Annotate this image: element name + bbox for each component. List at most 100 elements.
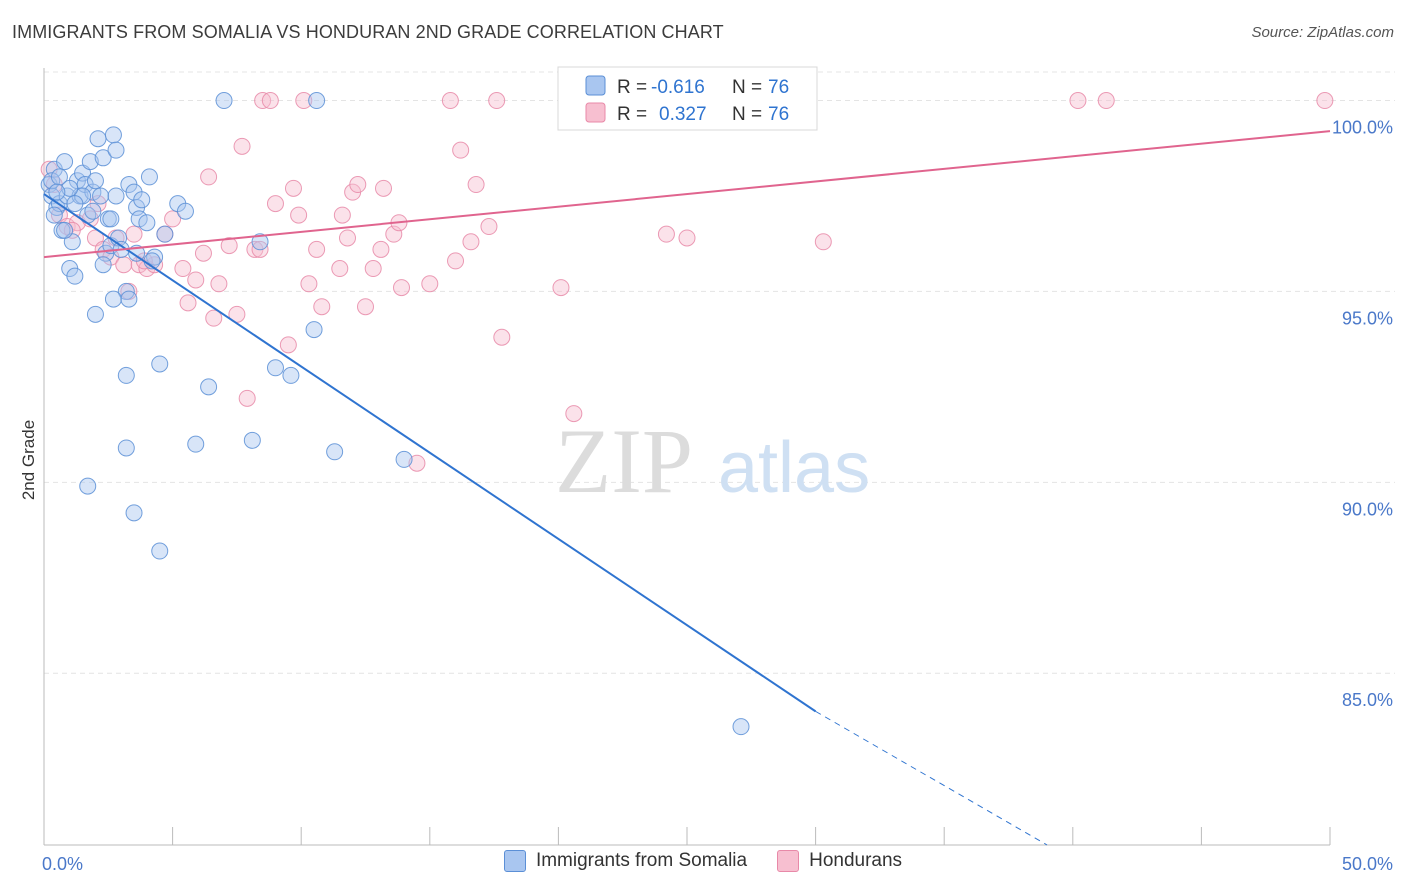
x-tick-label-max: 50.0% [1342,854,1393,874]
somalia-point [120,290,138,308]
honduran-point [565,405,583,423]
honduran-point [261,92,279,110]
legend-label-hondurans: Hondurans [809,850,903,871]
honduran-point [441,92,459,110]
legend-item-hondurans: Hondurans [777,850,902,872]
honduran-point [125,225,143,243]
somalia-point [104,126,122,144]
honduran-point [480,218,498,236]
legend-label-somalia: Immigrants from Somalia [535,850,748,871]
honduran-point [238,389,256,407]
trend-lines [43,130,1331,846]
watermark-atlas: atlas [718,428,870,508]
honduran-point [331,260,349,278]
legend-n-value-1: 76 [768,77,789,98]
somalia-point [56,221,74,239]
somalia-point [66,195,84,213]
legend-r-value-1: -0.616 [651,77,705,98]
somalia-trend-line [43,193,817,713]
honduran-point [421,275,439,293]
somalia-point [102,210,120,228]
y-tick-label: 100.0% [1332,118,1393,138]
somalia-point [117,439,135,457]
y-tick-labels: 85.0% 90.0% 95.0% 100.0% [1332,118,1393,711]
somalia-point [282,366,300,384]
honduran-point [333,206,351,224]
honduran-point [375,179,393,197]
honduran-point [308,240,326,258]
honduran-point [194,244,212,262]
somalia-point [326,443,344,461]
somalia-point [251,233,269,251]
somalia-point [187,435,205,453]
somalia-point [61,179,79,197]
somalia-point [56,153,74,171]
legend-swatch-blue [585,75,606,96]
honduran-point [1097,92,1115,110]
legend-swatch-hondurans [777,850,800,872]
somalia-trend-extension [815,710,1048,846]
somalia-point [48,183,66,201]
honduran-point [300,275,318,293]
honduran-point [364,260,382,278]
honduran-point [164,210,182,228]
somalia-point [305,321,323,339]
honduran-point [462,233,480,251]
honduran-point [447,252,465,270]
somalia-point [138,214,156,232]
watermark-zip: ZIP [555,410,693,512]
legend-swatch-pink [585,102,606,123]
honduran-point [295,92,313,110]
somalia-point [107,141,125,159]
somalia-point [308,92,326,110]
somalia-point [89,130,107,148]
legend-r-label-1: R = [617,77,647,98]
legend-item-somalia: Immigrants from Somalia [503,850,748,872]
legend-r-value-2: 0.327 [659,104,707,125]
chart-title: IMMIGRANTS FROM SOMALIA VS HONDURAN 2ND … [12,22,724,42]
somalia-point [66,267,84,285]
honduran-point [393,279,411,297]
honduran-point [220,237,238,255]
somalia-point [107,187,125,205]
somalia-point [81,153,99,171]
somalia-point [92,187,110,205]
legend-n-label-1: N = [732,77,762,98]
grid-lines [44,71,1395,674]
honduran-point [279,336,297,354]
somalia-point [151,355,169,373]
somalia-point [156,225,174,243]
somalia-point [732,718,750,736]
bottom-legend: Immigrants from Somalia Hondurans [0,850,1406,872]
honduran-point [349,176,367,194]
legend-r-label-2: R = [617,104,647,125]
honduran-point [338,229,356,247]
y-tick-label: 95.0% [1342,308,1393,328]
somalia-point [200,378,218,396]
somalia-point [140,168,158,186]
somalia-point [395,450,413,468]
somalia-point [243,431,261,449]
legend-n-value-2: 76 [768,104,789,125]
somalia-point [86,305,104,323]
y-tick-label: 85.0% [1342,690,1393,710]
hondurans-trend-line [43,130,1331,259]
somalia-point [130,210,148,228]
honduran-point [1316,92,1334,110]
honduran-point [174,260,192,278]
somalia-point [94,256,112,274]
somalia-point [94,149,112,167]
honduran-point [1069,92,1087,110]
somalia-point [86,172,104,190]
source-label: Source: ZipAtlas.com [1251,24,1394,41]
honduran-point [488,92,506,110]
somalia-point [79,477,97,495]
x-tick-label-min: 0.0% [42,854,83,874]
honduran-point [266,195,284,213]
honduran-point [657,225,675,243]
honduran-point [233,137,251,155]
somalia-point [176,202,194,220]
honduran-point [313,298,331,316]
somalia-point [125,504,143,522]
